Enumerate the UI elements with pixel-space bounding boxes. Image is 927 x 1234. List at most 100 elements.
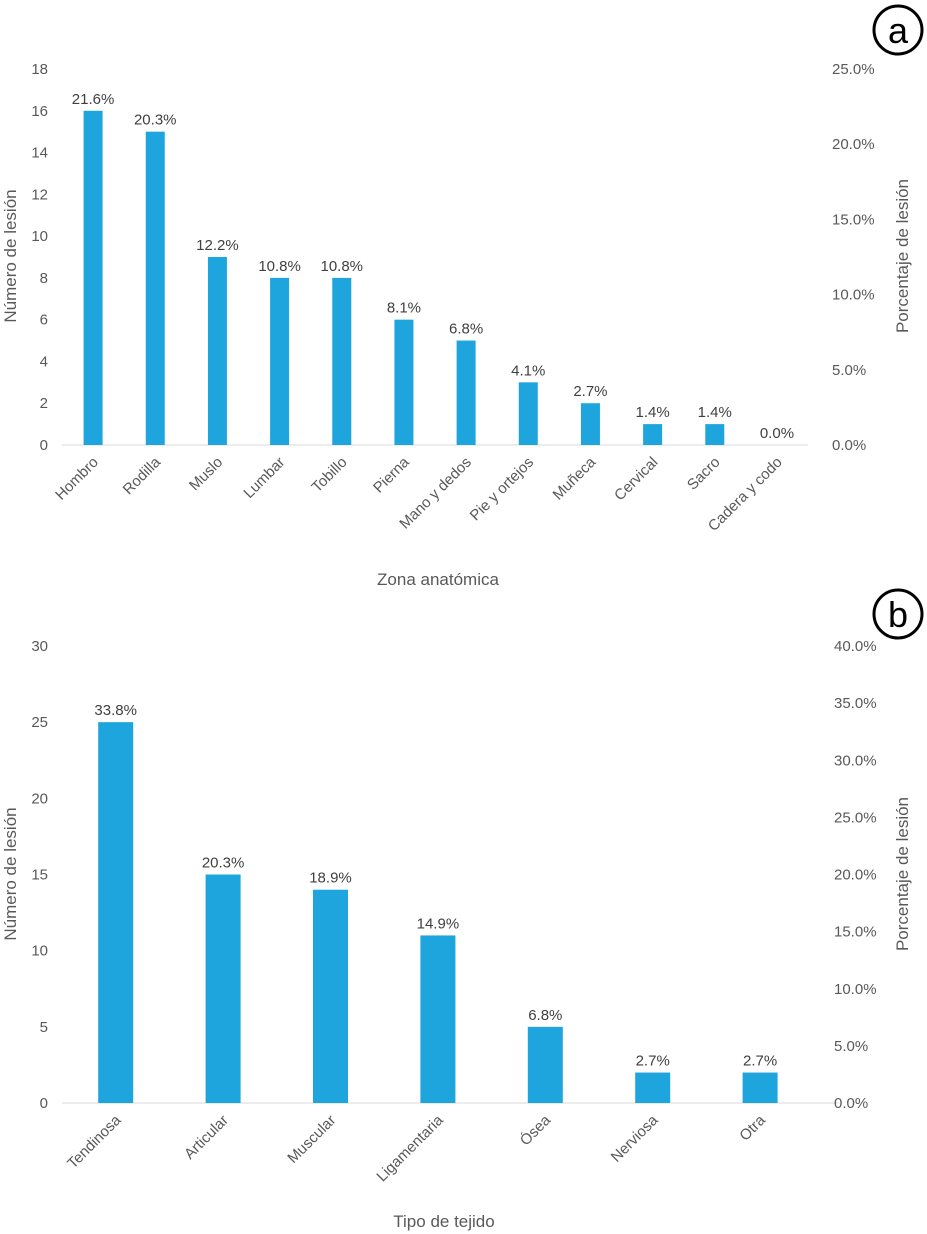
data-label-a: 8.1%	[387, 300, 421, 317]
y-tick-label-a: 12	[31, 186, 48, 203]
category-label-a: Pie y ortejos	[467, 454, 537, 524]
bar-a	[394, 319, 414, 445]
category-label-a: Cervical	[611, 454, 661, 504]
category-label-b: Ósea	[517, 1111, 555, 1149]
bar-a	[207, 257, 227, 445]
data-label-b: 2.7%	[636, 1053, 670, 1070]
y-tick-label-b: 25	[31, 714, 48, 731]
category-label-a: Hombro	[52, 454, 102, 504]
bar-b	[313, 889, 348, 1103]
data-label-a: 10.8%	[258, 258, 301, 275]
y-tick-label-a: 14	[31, 145, 48, 162]
data-label-a: 6.8%	[449, 321, 483, 338]
y-axis-title-b: Número de lesión	[1, 807, 20, 940]
y-tick-label-b: 15	[31, 867, 48, 884]
x-axis-title-a: Zona anatómica	[377, 570, 499, 589]
data-label-a: 1.4%	[698, 404, 732, 421]
category-label-a: Lumbar	[240, 454, 288, 502]
panel-label-circle-a	[872, 4, 924, 56]
y2-axis-ticks-a: 0.0% 5.0% 10.0% 15.0% 20.0% 25.0%	[832, 61, 875, 454]
y-tick-label-b: 30	[31, 638, 48, 655]
bars-b	[98, 722, 778, 1103]
bars-a	[83, 110, 725, 446]
category-label-a: Muslo	[186, 454, 226, 494]
category-labels-b: Tendinosa Articular Muscular Ligamentaria Ós…	[64, 1111, 769, 1185]
bar-a	[145, 131, 165, 445]
bar-a	[518, 382, 538, 445]
panel-label-circle-b	[872, 588, 924, 640]
panel-label-a: a	[888, 10, 909, 51]
data-labels-b: 33.8% 20.3% 18.9% 14.9% 6.8% 2.7% 2.7%	[94, 702, 777, 1069]
y-axis-ticks-b: 0 5 10 15 20 25 30	[31, 638, 48, 1112]
bar-b	[527, 1026, 563, 1103]
data-label-b: 18.9%	[309, 870, 352, 887]
y-tick-label-b: 5	[40, 1019, 48, 1036]
panel-label-b: b	[888, 594, 908, 635]
data-label-a: 4.1%	[511, 362, 545, 379]
data-label-a: 20.3%	[134, 112, 177, 129]
data-label-b: 2.7%	[743, 1053, 777, 1070]
y-tick-label-a: 4	[40, 353, 48, 370]
y-tick-label-a: 2	[40, 395, 48, 412]
category-label-b: Tendinosa	[64, 1111, 125, 1172]
category-label-a: Tobillo	[308, 454, 350, 496]
y2-tick-label-b: 10.0%	[834, 981, 877, 998]
data-label-b: 33.8%	[94, 702, 137, 719]
y2-tick-label-a: 15.0%	[832, 211, 875, 228]
category-label-b: Otra	[736, 1111, 769, 1144]
y2-tick-label-b: 30.0%	[834, 752, 877, 769]
y-tick-label-a: 6	[40, 312, 48, 329]
data-label-a: 12.2%	[196, 237, 239, 254]
y-tick-label-a: 18	[31, 61, 48, 78]
y2-tick-label-a: 25.0%	[832, 61, 875, 78]
data-label-a: 2.7%	[573, 383, 607, 400]
y2-tick-label-b: 40.0%	[834, 638, 877, 655]
data-label-a: 21.6%	[72, 91, 115, 108]
y-tick-label-a: 10	[31, 228, 48, 245]
y2-tick-label-b: 25.0%	[834, 809, 877, 826]
data-label-a: 1.4%	[636, 404, 670, 421]
bar-a	[643, 424, 663, 445]
category-label-a: Rodilla	[120, 453, 165, 498]
bar-b	[635, 1072, 671, 1103]
data-label-b: 14.9%	[417, 915, 460, 932]
y-tick-label-b: 0	[40, 1095, 48, 1112]
data-label-b: 20.3%	[202, 855, 245, 872]
bar-a	[332, 277, 352, 445]
bar-a	[456, 340, 476, 445]
data-labels-a: 21.6% 20.3% 12.2% 10.8% 10.8% 8.1% 6.8% 4.1% 2.7…	[72, 91, 794, 442]
y2-tick-label-b: 20.0%	[834, 867, 877, 884]
y2-axis-title-b: Porcentaje de lesión	[893, 797, 912, 951]
category-label-b: Muscular	[284, 1112, 339, 1167]
bar-b	[742, 1072, 778, 1103]
x-axis-title-b: Tipo de tejido	[393, 1212, 494, 1231]
y2-axis-title-a: Porcentaje de lesión	[893, 179, 912, 333]
y2-axis-ticks-b: 0.0% 5.0% 10.0% 15.0% 20.0% 25.0% 30.0% 35.0% 40…	[834, 638, 877, 1112]
data-label-b: 6.8%	[528, 1007, 562, 1024]
y2-tick-label-b: 0.0%	[834, 1095, 868, 1112]
bar-b	[205, 874, 241, 1103]
bar-a	[705, 424, 725, 445]
bar-a	[83, 110, 103, 446]
data-label-a: 0.0%	[760, 425, 794, 442]
y-tick-label-b: 10	[31, 943, 48, 960]
category-label-b: Articular	[181, 1112, 232, 1163]
y-axis-title-a: Número de lesión	[1, 189, 20, 322]
data-label-a: 10.8%	[320, 258, 363, 275]
bar-a	[270, 277, 290, 445]
bar-a	[580, 403, 600, 445]
chart-panel-a: a 0 2 4 6 8 10 12 14 16 18 0.0% 5.0% 10.0% 15.0% 20.0…	[1, 4, 924, 589]
y2-tick-label-b: 15.0%	[834, 924, 877, 941]
category-label-a: Pierna	[370, 453, 413, 496]
category-labels-a: Hombro Rodilla Muslo Lumbar Tobillo PiernaMan…	[52, 453, 786, 534]
category-label-b: Nerviosa	[608, 1111, 662, 1165]
y2-tick-label-b: 5.0%	[834, 1038, 868, 1055]
y2-tick-label-b: 35.0%	[834, 695, 877, 712]
bar-b	[98, 722, 134, 1103]
y-tick-label-a: 8	[40, 270, 48, 287]
category-label-a: Sacro	[684, 454, 724, 494]
y2-tick-label-a: 10.0%	[832, 287, 875, 304]
y-tick-label-b: 20	[31, 790, 48, 807]
category-label-a: Muñeca	[550, 453, 600, 503]
